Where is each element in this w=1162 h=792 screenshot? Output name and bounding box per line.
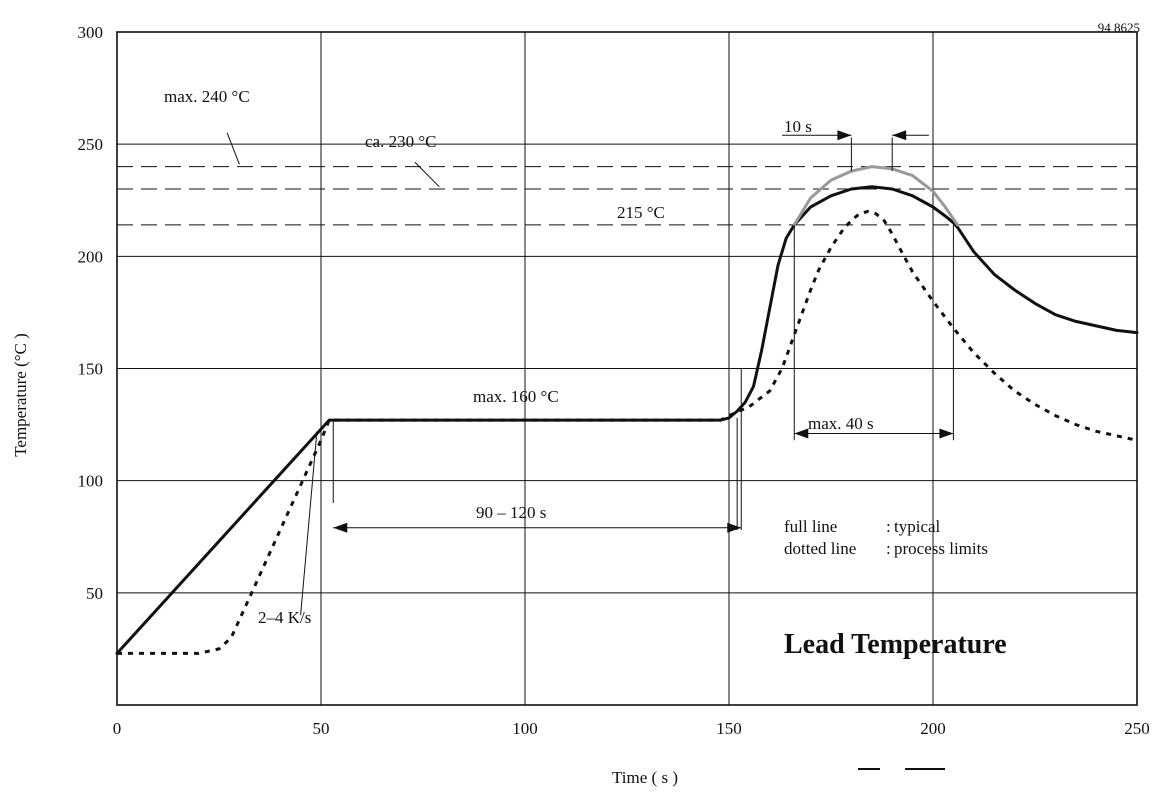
series-line-gray [792, 165, 959, 227]
x-tick-label-200: 200 [920, 719, 946, 738]
tick-labels: 0 50 100 150 200 250 50 100 150 200 250 300 [78, 23, 1150, 738]
leader-230 [414, 161, 440, 188]
ref-label-215: 215 °C [617, 203, 665, 222]
x-tick-label-250: 250 [1124, 719, 1150, 738]
y-tick-label-200: 200 [78, 247, 104, 266]
series-layer [115, 165, 1139, 655]
peak-window-arrow-left [794, 428, 809, 439]
y-tick-label-300: 300 [78, 23, 104, 42]
x-axis-label: Time ( s ) [612, 768, 678, 787]
legend-term-dotted: dotted line [784, 539, 856, 558]
peak-window-label: max. 40 s [808, 414, 874, 433]
ref-label-240: max. 240 °C [164, 87, 250, 106]
legend-sep-full: : [886, 517, 891, 536]
legend-term-full: full line [784, 517, 837, 536]
x-tick-label-100: 100 [512, 719, 538, 738]
legend-desc-full: typical [894, 517, 941, 536]
series-line-dotted [117, 210, 1138, 655]
legend: full line : typical dotted line : proces… [784, 517, 988, 558]
x-tick-label-150: 150 [716, 719, 742, 738]
reference-lines [117, 166, 1137, 226]
plot-frame [116, 31, 1138, 706]
ramp-label: 2–4 K/s [258, 608, 311, 627]
soak-label: 90 – 120 s [476, 503, 546, 522]
y-tick-label-250: 250 [78, 135, 104, 154]
y-tick-label-150: 150 [78, 360, 104, 379]
hold-arrow-left [837, 130, 852, 141]
plateau-label: max. 160 °C [473, 387, 559, 406]
soak-arrow-left [333, 522, 348, 533]
ref-label-230: ca. 230 °C [365, 132, 436, 151]
series-line-solid [115, 185, 1139, 655]
y-tick-label-50: 50 [86, 584, 103, 603]
peak-hold-label: 10 s [784, 117, 812, 136]
leader-ramp [300, 431, 318, 616]
peak-window-arrow-right [939, 428, 954, 439]
hold-arrow-right [892, 130, 907, 141]
grid [117, 32, 1137, 705]
x-tick-label-0: 0 [113, 719, 122, 738]
y-tick-label-100: 100 [78, 472, 104, 491]
y-axis-label: Temperature (°C ) [11, 333, 30, 457]
legend-sep-dotted: : [886, 539, 891, 558]
soak-arrow-right [727, 522, 742, 533]
x-tick-label-50: 50 [313, 719, 330, 738]
legend-desc-dotted: process limits [894, 539, 988, 558]
figure-code: 94 8625 [1098, 20, 1140, 35]
leader-240 [226, 132, 240, 165]
chart-title: Lead Temperature [784, 629, 1007, 660]
dimension-markers [226, 130, 954, 616]
